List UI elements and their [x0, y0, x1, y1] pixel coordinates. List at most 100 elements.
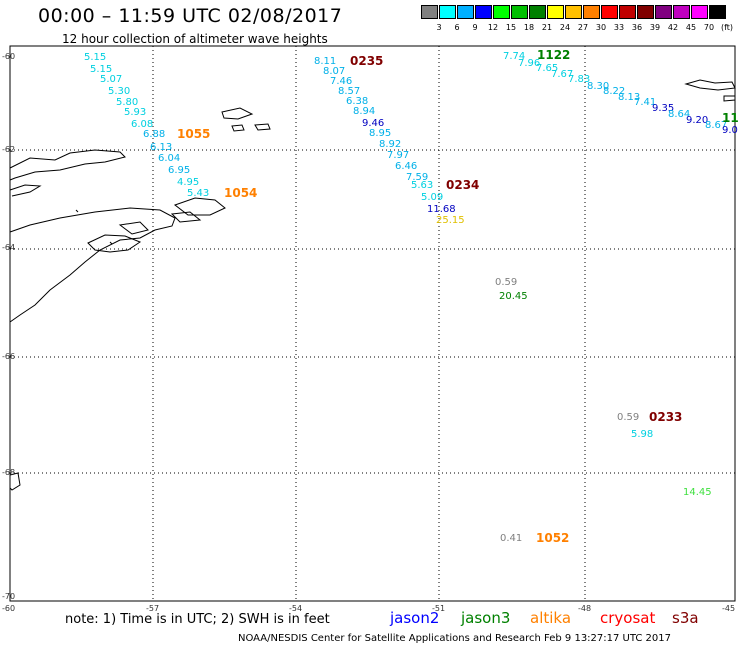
swh-label: 5.09	[421, 192, 444, 203]
swh-label: 8.94	[353, 106, 376, 117]
legend-tick: 9	[472, 23, 478, 32]
lon-label: -51	[432, 604, 446, 613]
swh-label: 9.46	[362, 118, 385, 129]
legend-tick: 24	[559, 23, 571, 32]
swh-label: 8.64	[668, 109, 691, 120]
legend-swatch	[601, 5, 618, 19]
legend-swatch	[511, 5, 528, 19]
swh-label: 7.74	[503, 51, 526, 62]
map-title: 00:00 – 11:59 UTC 02/08/2017	[38, 5, 343, 27]
swh-label: 6.46	[395, 161, 418, 172]
pass-time-label: 0233	[649, 410, 683, 424]
legend-swatch	[565, 5, 582, 19]
satellite-label-altika: altika	[530, 609, 572, 627]
satellite-label-cryosat: cryosat	[600, 609, 656, 627]
lon-label: -60	[2, 604, 16, 613]
legend-swatch	[709, 5, 726, 19]
swh-label: 5.30	[108, 86, 131, 97]
lat-label: -62	[2, 145, 16, 154]
swh-label: 7.83	[568, 74, 591, 85]
swh-label: 5.63	[411, 180, 434, 191]
swh-label: 7.96	[518, 58, 541, 69]
lon-label: -54	[289, 604, 303, 613]
swh-label: 6.88	[143, 129, 166, 140]
swh-label: 8.07	[323, 66, 346, 77]
lon-label: -45	[722, 604, 736, 613]
legend-swatch	[529, 5, 546, 19]
swh-label: 5.98	[631, 429, 654, 440]
lat-label: -70	[2, 592, 16, 601]
swh-label: 7.41	[634, 97, 657, 108]
swh-label: 0.59	[495, 277, 518, 288]
legend-tick: 6	[454, 23, 460, 32]
lat-label: -64	[2, 243, 16, 252]
legend-tick: 30	[595, 23, 607, 32]
swh-label: 6.95	[168, 165, 191, 176]
swh-label: 8.67	[705, 120, 728, 131]
swh-label: 5.15	[90, 64, 113, 75]
swh-label: 20.45	[499, 291, 528, 302]
pass-time-label: 0235	[350, 54, 384, 68]
swh-label: 7.67	[551, 69, 574, 80]
swh-label: 9.35	[652, 103, 675, 114]
swh-label: 8.95	[369, 128, 392, 139]
legend-tick: 45	[685, 23, 697, 32]
swh-label: 9.0	[722, 125, 738, 136]
footer-note: note: 1) Time is in UTC; 2) SWH is in fe…	[65, 612, 330, 627]
swh-label: 6.13	[150, 142, 173, 153]
legend-tick: 70	[703, 23, 715, 32]
swh-label: 5.15	[84, 52, 107, 63]
swh-label: 5.07	[100, 74, 123, 85]
swh-label: 11.68	[427, 204, 456, 215]
swh-label: 0.59	[617, 412, 640, 423]
legend-swatch	[655, 5, 672, 19]
legend-tick: 3	[436, 23, 442, 32]
legend-swatch	[691, 5, 708, 19]
swh-label: 7.46	[330, 76, 353, 87]
swh-label: 8.57	[338, 86, 361, 97]
lon-label: -48	[578, 604, 592, 613]
map-subtitle: 12 hour collection of altimeter wave hei…	[62, 32, 328, 46]
legend-swatch	[673, 5, 690, 19]
swh-label: 8.13	[618, 92, 641, 103]
legend-swatch	[619, 5, 636, 19]
credit-line: NOAA/NESDIS Center for Satellite Applica…	[238, 633, 671, 644]
legend-tick: 18	[523, 23, 535, 32]
lat-label: -60	[2, 52, 16, 61]
legend-swatch	[637, 5, 654, 19]
legend-swatch	[457, 5, 474, 19]
swh-label: 5.93	[124, 107, 147, 118]
legend-tick: 33	[613, 23, 625, 32]
swh-label: 0.41	[500, 533, 523, 544]
legend-swatch	[421, 5, 438, 19]
legend-tick: 39	[649, 23, 661, 32]
swh-label: 6.04	[158, 153, 181, 164]
satellite-label-jason3: jason3	[461, 609, 511, 627]
legend-tick: 12	[487, 23, 499, 32]
swh-label: 5.80	[116, 97, 139, 108]
swh-label: 7.59	[406, 172, 429, 183]
pass-time-label: 1122	[537, 48, 571, 62]
swh-label: 8.30	[587, 81, 610, 92]
swh-label: 4.95	[177, 177, 200, 188]
swh-label: 7.65	[536, 63, 559, 74]
satellite-label-s3a: s3a	[672, 609, 699, 627]
coastline	[9, 79, 736, 491]
swh-label: 14.45	[683, 487, 712, 498]
legend-tick: 21	[541, 23, 553, 32]
lat-label: -68	[2, 468, 16, 477]
pass-time-label: 1054	[224, 186, 258, 200]
pass-time-label: 1052	[536, 531, 570, 545]
legend-tick: (ft)	[720, 23, 734, 32]
swh-label: 7.97	[387, 150, 410, 161]
pass-time-label: 0234	[446, 178, 480, 192]
lat-label: -66	[2, 352, 16, 361]
swh-label: 6.08	[131, 119, 154, 130]
swh-label: 5.43	[187, 188, 210, 199]
legend-tick: 27	[577, 23, 589, 32]
pass-time-label: 1055	[177, 127, 211, 141]
swh-label: 6.38	[346, 96, 369, 107]
swh-label: 9.20	[686, 115, 709, 126]
swh-label: 8.22	[603, 86, 626, 97]
